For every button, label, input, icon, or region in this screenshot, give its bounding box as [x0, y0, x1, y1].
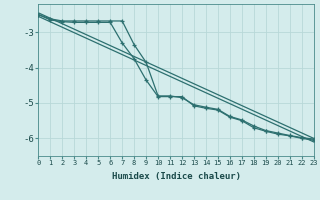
X-axis label: Humidex (Indice chaleur): Humidex (Indice chaleur): [111, 172, 241, 181]
